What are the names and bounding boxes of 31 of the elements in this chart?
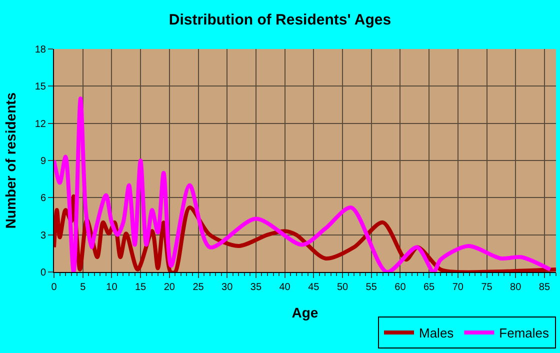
y-tick-label: 9 [40,156,46,167]
y-tick-label: 12 [34,118,46,130]
chart-title: Distribution of Residents' Ages [168,12,392,29]
y-tick-label: 6 [40,193,46,204]
x-tick-label: 45 [308,282,320,293]
x-tick-label: 40 [279,282,291,293]
legend-label: Females [499,326,550,341]
legend-label: Males [419,326,454,341]
x-tick-label: 30 [222,282,234,293]
x-tick-label: 20 [164,282,176,293]
x-axis-title: Age [292,304,318,320]
y-tick-label: 3 [40,230,46,242]
x-tick-label: 85 [538,282,550,293]
x-tick-label: 70 [452,282,464,293]
x-tick-label: 5 [80,282,86,293]
x-tick-label: 25 [192,282,204,293]
x-tick-label: 10 [106,282,118,293]
x-tick-label: 0 [51,282,58,293]
x-tick-label: 65 [423,282,436,293]
y-tick-label: 18 [34,44,46,56]
x-tick-label: 35 [250,282,262,293]
y-axis-title: Number of residents [2,92,18,229]
x-tick-label: 60 [394,282,406,293]
y-tick-label: 15 [34,82,46,93]
line-series [54,96,552,272]
y-tick-label: 0 [40,268,46,278]
x-tick-label: 75 [481,282,493,293]
x-tick-label: 55 [366,282,378,293]
x-tick-label: 80 [510,282,522,293]
x-tick-label: 15 [134,282,147,293]
x-tick-label: 50 [336,282,349,293]
